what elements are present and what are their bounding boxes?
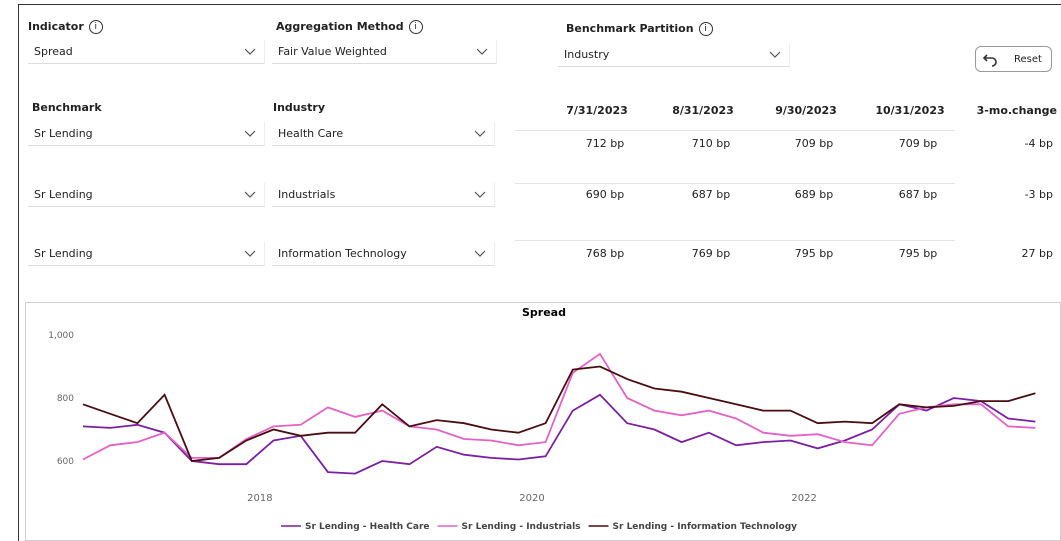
value-cell-text: 769 bp <box>691 247 731 260</box>
change-cell-text: 27 bp <box>1021 247 1053 260</box>
industry-dropdown-text: Health Care <box>278 127 344 140</box>
reset-button[interactable]: Reset <box>975 46 1052 72</box>
value-cell: 709 bp <box>868 137 968 150</box>
value-cell: 690 bp <box>555 188 655 201</box>
filter-label-text: Indicator <box>28 20 84 33</box>
row-separator <box>515 240 955 241</box>
column-header-text: 3-mo.change <box>976 104 1057 117</box>
chart-panel <box>25 302 1061 541</box>
filter-dropdown-text: Industry <box>564 48 610 61</box>
change-cell: -4 bp <box>1025 137 1053 150</box>
filter-dropdown[interactable]: Spread <box>28 40 265 64</box>
column-header-text: 9/30/2023 <box>775 104 837 117</box>
value-cell: 709 bp <box>764 137 864 150</box>
value-cell: 687 bp <box>868 188 968 201</box>
column-header-text: 8/31/2023 <box>672 104 734 117</box>
industry-dropdown-text: Information Technology <box>278 247 407 260</box>
info-icon[interactable]: i <box>88 20 103 34</box>
value-cell: 689 bp <box>764 188 864 201</box>
filter-label-text: Aggregation Method <box>276 20 404 33</box>
filter-label: Indicator i <box>28 20 103 34</box>
change-cell: 27 bp <box>1022 247 1053 260</box>
chevron <box>474 191 486 198</box>
value-cell: 710 bp <box>661 137 761 150</box>
value-cell-text: 687 bp <box>691 188 731 201</box>
benchmark-dropdown[interactable]: Sr Lending <box>28 122 265 146</box>
industry-dropdown-text: Industrials <box>278 188 336 201</box>
column-header: 9/30/2023 <box>756 104 856 117</box>
column-header: 8/31/2023 <box>653 104 753 117</box>
industry-dropdown[interactable]: Health Care <box>272 122 495 146</box>
industry-dropdown[interactable]: Information Technology <box>272 242 495 266</box>
change-cell: -3 bp <box>1025 188 1053 201</box>
info-icon[interactable]: i <box>698 22 713 36</box>
filter-label: Benchmark Partition i <box>566 22 713 36</box>
chevron <box>474 130 486 137</box>
reset-icon <box>982 54 997 67</box>
value-cell: 712 bp <box>555 137 655 150</box>
column-header-text: Industry <box>273 101 326 114</box>
value-cell-text: 712 bp <box>585 137 625 150</box>
filter-dropdown-text: Fair Value Weighted <box>278 45 387 58</box>
chevron <box>244 191 256 198</box>
industry-dropdown[interactable]: Industrials <box>272 183 495 207</box>
chevron <box>244 130 256 137</box>
value-cell: 795 bp <box>764 247 864 260</box>
value-cell-text: 768 bp <box>585 247 625 260</box>
value-cell-text: 690 bp <box>585 188 625 201</box>
filter-dropdown-text: Spread <box>34 45 73 58</box>
value-cell-text: 795 bp <box>794 247 834 260</box>
column-header: 7/31/2023 <box>547 104 647 117</box>
value-cell: 795 bp <box>868 247 968 260</box>
value-cell-text: 687 bp <box>898 188 938 201</box>
change-cell-text: -4 bp <box>1024 137 1053 150</box>
benchmark-dropdown-text: Sr Lending <box>34 188 93 201</box>
column-header: Industry <box>273 101 325 114</box>
reset-label: Reset <box>1014 54 1042 65</box>
benchmark-dropdown-text: Sr Lending <box>34 247 93 260</box>
value-cell-text: 709 bp <box>794 137 834 150</box>
column-header: 3-mo.change <box>977 104 1057 117</box>
value-cell: 768 bp <box>555 247 655 260</box>
change-cell-text: -3 bp <box>1024 188 1053 201</box>
value-cell-text: 689 bp <box>794 188 834 201</box>
column-header: Benchmark <box>32 101 102 114</box>
chevron <box>476 48 488 55</box>
filter-dropdown[interactable]: Fair Value Weighted <box>272 40 497 64</box>
benchmark-dropdown[interactable]: Sr Lending <box>28 242 265 266</box>
value-cell: 687 bp <box>661 188 761 201</box>
row-separator <box>515 130 955 131</box>
chevron <box>244 250 256 257</box>
benchmark-dropdown-text: Sr Lending <box>34 127 93 140</box>
column-header: 10/31/2023 <box>860 104 960 117</box>
value-cell-text: 709 bp <box>898 137 938 150</box>
filter-dropdown[interactable]: Industry <box>558 43 790 67</box>
chevron <box>244 48 256 55</box>
filter-label: Aggregation Method i <box>276 20 423 34</box>
value-cell: 769 bp <box>661 247 761 260</box>
column-header-text: Benchmark <box>32 101 102 114</box>
info-icon[interactable]: i <box>408 20 423 34</box>
chevron <box>769 51 781 58</box>
column-header-text: 7/31/2023 <box>566 104 628 117</box>
benchmark-dropdown[interactable]: Sr Lending <box>28 183 265 207</box>
frame <box>18 4 1061 541</box>
row-separator <box>515 183 955 184</box>
column-header-text: 10/31/2023 <box>875 104 945 117</box>
value-cell-text: 710 bp <box>691 137 731 150</box>
filter-label-text: Benchmark Partition <box>566 22 694 35</box>
chevron <box>474 250 486 257</box>
value-cell-text: 795 bp <box>898 247 938 260</box>
